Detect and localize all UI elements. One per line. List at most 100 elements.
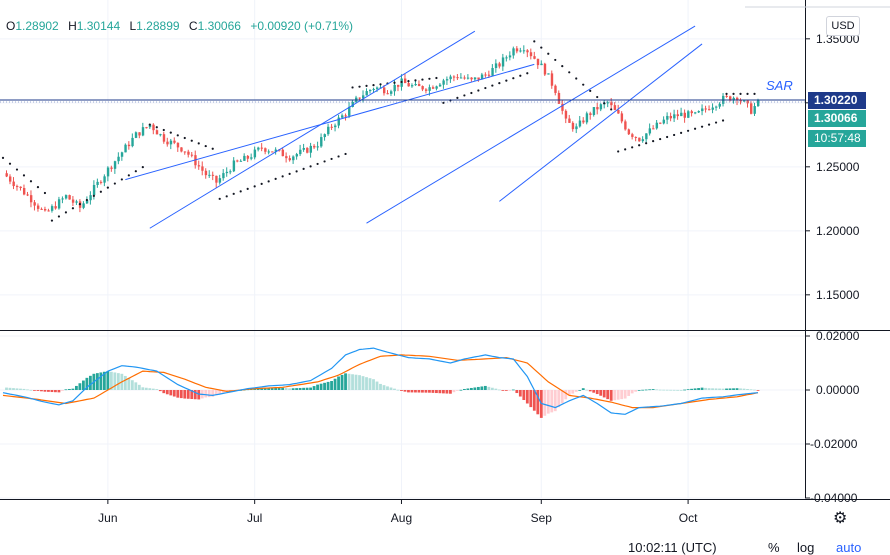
- macd-histogram-bar: [483, 385, 487, 390]
- macd-histogram-bar: [354, 374, 358, 390]
- macd-histogram-bar: [165, 390, 169, 395]
- sar-dot: [680, 131, 683, 134]
- trendline: [149, 30, 476, 229]
- macd-histogram-bar: [291, 388, 295, 390]
- sar-dot: [36, 186, 40, 189]
- sar-dot: [547, 52, 550, 55]
- macd-histogram-bar: [85, 377, 89, 390]
- sar-dot: [519, 74, 522, 77]
- macd-histogram-bar: [469, 387, 473, 390]
- sar-dot: [316, 162, 319, 166]
- candle-body: [54, 206, 57, 209]
- macd-histogram-bar: [417, 390, 421, 393]
- macd-histogram-bar: [490, 387, 494, 390]
- macd-histogram-bar: [735, 388, 739, 390]
- macd-histogram-bar: [176, 390, 180, 398]
- macd-histogram-bar: [690, 388, 693, 390]
- auto-toggle[interactable]: auto: [836, 540, 862, 555]
- price-tick-label: 1.25000: [816, 160, 860, 174]
- macd-histogram-bar: [207, 390, 211, 398]
- macd-histogram-bar: [522, 390, 526, 401]
- macd-histogram-bar: [68, 388, 71, 390]
- sar-dot: [463, 94, 466, 97]
- sar-dot: [344, 152, 347, 156]
- macd-histogram-bar: [71, 388, 75, 390]
- candle-body: [750, 103, 753, 114]
- sar-dot: [428, 77, 431, 80]
- macd-histogram-bar: [298, 387, 302, 390]
- currency-button[interactable]: USD: [826, 16, 860, 36]
- macd-histogram-bar: [700, 387, 704, 390]
- macd-histogram-bar: [316, 384, 319, 390]
- clock-time[interactable]: 10:02:11 (UTC): [628, 540, 717, 555]
- macd-histogram-bar: [249, 389, 253, 391]
- macd-histogram-bar: [64, 389, 68, 391]
- candle-body: [624, 121, 627, 130]
- sar-dot: [721, 119, 725, 122]
- macd-histogram-bar: [494, 388, 498, 390]
- macd-histogram-bar: [386, 386, 389, 390]
- macd-histogram-bar: [606, 390, 610, 400]
- macd-histogram-bar: [382, 385, 386, 390]
- sar-dot: [589, 89, 592, 92]
- candle-body: [718, 103, 721, 107]
- candle-body: [449, 76, 452, 80]
- macd-histogram-bar: [29, 389, 33, 391]
- macd-histogram-bar: [557, 390, 561, 408]
- macd-histogram-bar: [455, 390, 459, 391]
- macd-histogram-bar: [5, 387, 8, 390]
- macd-histogram-bar: [501, 390, 505, 391]
- sar-dot: [162, 128, 165, 132]
- macd-histogram-bar: [658, 389, 662, 391]
- sar-dot: [176, 134, 179, 137]
- macd-histogram-bar: [459, 389, 463, 391]
- candle-body: [376, 87, 379, 89]
- macd-histogram-bar: [616, 390, 620, 400]
- macd-histogram-bar: [116, 373, 120, 390]
- candle-body: [680, 112, 683, 117]
- sar-dot: [281, 175, 284, 178]
- candle-body: [50, 206, 54, 211]
- candle-body: [757, 99, 760, 107]
- sar-dot: [232, 192, 235, 195]
- sar-label: SAR: [766, 78, 793, 93]
- candle-body: [92, 184, 96, 196]
- log-toggle[interactable]: log: [797, 540, 815, 555]
- trendline: [499, 43, 703, 202]
- candle-body: [344, 115, 347, 117]
- macd-histogram-bar: [88, 375, 92, 390]
- sar-dot: [309, 165, 312, 168]
- percent-toggle[interactable]: %: [768, 540, 780, 555]
- macd-histogram-bar: [515, 390, 519, 394]
- sar-dot: [693, 127, 697, 130]
- candle-body: [40, 208, 43, 210]
- macd-histogram-bar: [123, 375, 127, 390]
- candle-body: [638, 137, 641, 142]
- candle-body: [222, 173, 225, 179]
- candle-body: [442, 80, 445, 85]
- macd-histogram-bar: [358, 375, 361, 390]
- candle-body: [131, 137, 134, 147]
- candle-body: [117, 156, 120, 162]
- macd-histogram-bar: [620, 390, 624, 400]
- candle-body: [470, 77, 473, 80]
- candle-body: [372, 88, 375, 90]
- macd-histogram-bar: [151, 388, 155, 390]
- candle-body: [159, 134, 162, 136]
- macd-histogram-bar: [47, 390, 50, 392]
- macd-histogram-bar: [186, 390, 190, 399]
- candle-body: [627, 129, 631, 135]
- macd-histogram-bar: [581, 388, 585, 390]
- candle-body: [288, 158, 292, 161]
- settings-gear-icon[interactable]: ⚙: [833, 510, 848, 527]
- sar-dot: [666, 135, 669, 139]
- macd-histogram-bar: [599, 390, 603, 396]
- candle-body: [229, 171, 232, 173]
- close-key: C: [188, 19, 198, 33]
- candle-body: [26, 194, 29, 196]
- sar-dot: [624, 148, 627, 151]
- candle-body: [739, 100, 742, 102]
- candle-body: [337, 117, 340, 126]
- sar-dot: [330, 157, 333, 161]
